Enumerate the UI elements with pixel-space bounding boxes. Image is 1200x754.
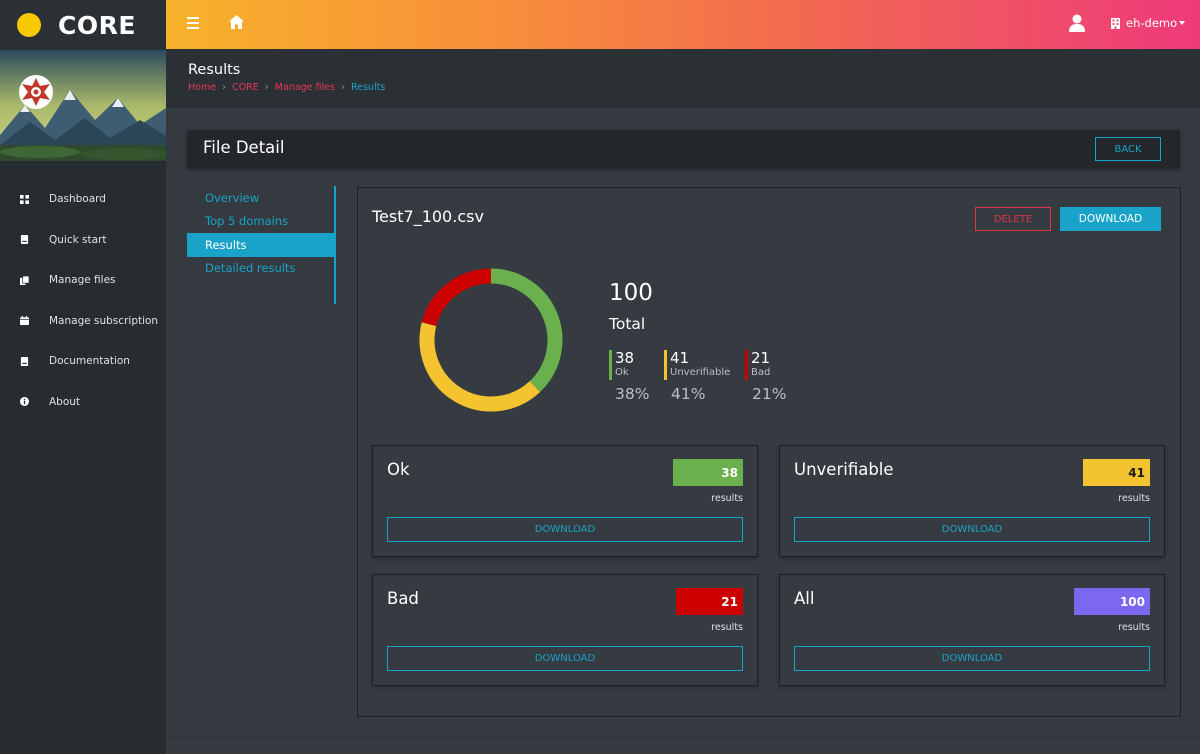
account-name: eh-demo [1126, 16, 1178, 30]
result-card-title: All [794, 589, 815, 608]
stat-label: Bad [751, 367, 771, 378]
avatar[interactable] [18, 74, 54, 110]
breadcrumb-manage-files[interactable]: Manage files [274, 82, 335, 93]
sidebar-item-label: Dashboard [49, 193, 106, 206]
chevron-right-icon: › [264, 82, 269, 93]
book-icon [20, 356, 29, 366]
home-icon[interactable] [229, 15, 244, 29]
download-unverifiable-button[interactable]: DOWNLOAD [794, 517, 1150, 542]
tab-overview[interactable]: Overview [205, 190, 260, 205]
total-label: Total [609, 315, 646, 333]
hamburger-menu-icon[interactable] [187, 17, 199, 29]
count-badge: 41 [1083, 459, 1150, 486]
stat-ok-marker [609, 350, 612, 380]
breadcrumb-home[interactable]: Home [188, 82, 217, 93]
book-icon [20, 235, 29, 245]
stat-value: 38 [615, 349, 635, 367]
stat-label: Unverifiable [670, 367, 731, 378]
breadcrumb: Home › CORE › Manage files › Results [188, 82, 385, 93]
detail-tabs: Overview Top 5 domains Results Detailed … [187, 186, 336, 304]
sidebar-item-label: About [49, 395, 81, 408]
sidebar-nav: Dashboard Quick start Manage files Manag… [0, 179, 166, 422]
delete-button[interactable]: DELETE [975, 207, 1051, 231]
calendar-icon [20, 316, 29, 326]
result-card-title: Ok [387, 460, 410, 479]
download-bad-button[interactable]: DOWNLOAD [387, 646, 743, 671]
chevron-right-icon: › [340, 82, 345, 93]
stat-bad-percent: 21% [752, 385, 787, 403]
result-card-bad: Bad 21 results DOWNLOAD [372, 574, 758, 686]
page-title: Results [188, 62, 241, 78]
sidebar-item-manage-files[interactable]: Manage files [0, 260, 166, 301]
tab-results[interactable]: Results [187, 233, 334, 257]
results-label: results [711, 493, 743, 504]
account-dropdown[interactable]: eh-demo [1111, 16, 1186, 30]
tab-top-5-domains[interactable]: Top 5 domains [205, 214, 289, 229]
stat-ok-percent: 38% [615, 385, 650, 403]
donut-slice-bad [421, 268, 492, 327]
results-label: results [1118, 622, 1150, 633]
stat-unverifiable-marker [664, 350, 667, 380]
download-all-button[interactable]: DOWNLOAD [794, 646, 1150, 671]
sidebar-item-about[interactable]: About [0, 382, 166, 423]
results-label: results [1118, 493, 1150, 504]
breadcrumb-core[interactable]: CORE [232, 82, 259, 93]
stat-unverifiable-percent: 41% [671, 385, 706, 403]
brand-name: CORE [58, 10, 136, 40]
sidebar-banner [0, 50, 166, 161]
sidebar-item-label: Quick start [49, 233, 107, 246]
sidebar-item-documentation[interactable]: Documentation [0, 341, 166, 382]
caret-down-icon [1179, 21, 1186, 25]
files-icon [20, 275, 29, 285]
stat-unverifiable: 41 Unverifiable [664, 350, 730, 380]
sidebar-item-label: Manage subscription [49, 314, 159, 327]
breadcrumb-results: Results [350, 82, 386, 93]
stat-value: 41 [670, 349, 690, 367]
result-card-all: All 100 results DOWNLOAD [779, 574, 1165, 686]
sidebar-item-quick-start[interactable]: Quick start [0, 220, 166, 261]
file-detail-title: File Detail [203, 138, 285, 157]
count-badge: 100 [1074, 588, 1150, 615]
sidebar-item-label: Documentation [49, 355, 130, 368]
sidebar-item-manage-subscription[interactable]: Manage subscription [0, 301, 166, 342]
sidebar-item-label: Manage files [49, 274, 116, 287]
result-card-title: Bad [387, 589, 419, 608]
file-detail-header: File Detail BACK [187, 130, 1180, 169]
tab-detailed-results[interactable]: Detailed results [205, 261, 296, 276]
building-icon [1111, 17, 1120, 29]
result-card-title: Unverifiable [794, 460, 894, 479]
count-badge: 38 [673, 459, 743, 486]
stat-bad-marker [745, 350, 748, 380]
download-ok-button[interactable]: DOWNLOAD [387, 517, 743, 542]
info-circle-icon [20, 397, 29, 407]
brand[interactable]: CORE [0, 0, 166, 50]
mountain-banner-image [0, 50, 166, 161]
top-navbar: eh-demo [166, 0, 1200, 49]
results-donut-chart [419, 268, 563, 412]
sidebar: CORE [0, 0, 166, 754]
page-header: Results Home › CORE › Manage files › Res… [166, 49, 1200, 108]
user-icon[interactable] [1069, 14, 1085, 32]
sidebar-item-dashboard[interactable]: Dashboard [0, 179, 166, 220]
results-label: results [711, 622, 743, 633]
stat-ok: 38 Ok [609, 350, 634, 380]
stat-bad: 21 Bad [745, 350, 770, 380]
total-count: 100 [609, 280, 653, 306]
stat-label: Ok [615, 367, 629, 378]
count-badge: 21 [676, 588, 743, 615]
donut-slice-unverifiable [419, 322, 540, 412]
chevron-right-icon: › [222, 82, 227, 93]
footer-divider [166, 737, 1200, 738]
donut-slice-ok [490, 268, 563, 393]
back-button[interactable]: BACK [1095, 137, 1161, 161]
result-card-ok: Ok 38 results DOWNLOAD [372, 445, 758, 557]
brand-logo-dot [17, 13, 41, 37]
download-button[interactable]: DOWNLOAD [1060, 207, 1161, 231]
dashboard-grid-icon [20, 194, 29, 204]
result-card-unverifiable: Unverifiable 41 results DOWNLOAD [779, 445, 1165, 557]
file-name: Test7_100.csv [372, 207, 484, 226]
stat-value: 21 [751, 349, 771, 367]
